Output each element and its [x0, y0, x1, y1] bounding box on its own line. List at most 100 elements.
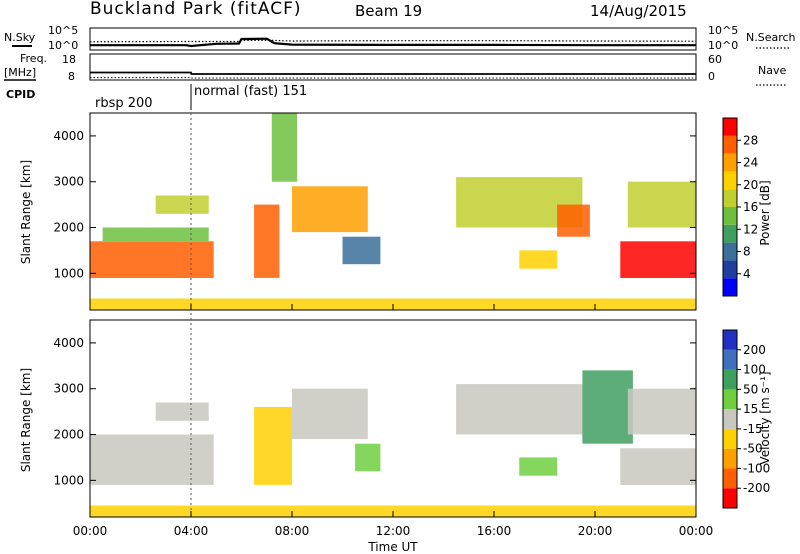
noise-tick-right-top: 10^5 — [708, 24, 738, 37]
power-colorbar-label: Power [dB] — [758, 180, 772, 245]
velocity-region-1 — [155, 402, 209, 421]
freq-label-line2: [MHz] — [4, 66, 36, 79]
noise-sky-label: N.Sky — [4, 31, 36, 44]
power-region-9 — [519, 250, 558, 269]
power-region-8 — [557, 204, 590, 237]
power-colorbar-swatch-0 — [723, 278, 737, 296]
velocity-region-4 — [355, 443, 381, 472]
power-ylabel: Slant Range [km] — [19, 160, 33, 264]
velocity-ylabel: Slant Range [km] — [19, 368, 33, 472]
velocity-region-0 — [90, 434, 214, 485]
velocity-y-ticks: 1000 2000 3000 4000 — [53, 336, 696, 487]
velocity-region-6 — [519, 457, 558, 476]
power-region-2 — [155, 195, 209, 214]
velocity-colorbar-tick-label-6: -100 — [743, 461, 770, 475]
noise-tick-right-bottom: 10^0 — [708, 39, 738, 52]
power-region-11 — [627, 181, 696, 228]
cpid-segment-rbsp: rbsp 200 — [95, 96, 153, 111]
velocity-ytick-label-2: 3000 — [53, 382, 84, 396]
x-axis-label: Time UT — [367, 540, 418, 554]
power-colorbar-tick-label-0: 28 — [743, 133, 758, 147]
velocity-colorbar-swatch-2 — [723, 448, 737, 469]
nave-label: Nave — [758, 64, 786, 77]
velocity-region-9 — [627, 388, 696, 435]
power-colorbar-tick-label-2: 20 — [743, 178, 758, 192]
power-ytick-label-3: 4000 — [53, 129, 84, 143]
velocity-ytick-label-3: 4000 — [53, 336, 84, 350]
power-ytick-label-1: 2000 — [53, 221, 84, 235]
velocity-region-7 — [582, 370, 633, 444]
velocity-colorbar-swatch-1 — [723, 468, 737, 489]
power-region-6 — [342, 236, 381, 265]
x-tick-label-6: 00:00 — [679, 524, 714, 538]
power-colorbar-swatch-9 — [723, 118, 737, 136]
velocity-colorbar: 200 100 50 15 -15 -50 -100 -200 — [722, 329, 770, 509]
velocity-ytick-label-1: 2000 — [53, 428, 84, 442]
velocity-colorbar-swatch-5 — [723, 389, 737, 410]
power-colorbar-swatch-3 — [723, 224, 737, 243]
x-tick-label-0: 00:00 — [73, 524, 108, 538]
noise-sky-line — [90, 37, 696, 48]
noise-search-label: N.Search — [746, 31, 796, 44]
cpid-label: CPID — [6, 88, 35, 101]
velocity-colorbar-tick-label-2: 50 — [743, 382, 758, 396]
beam-title: Beam 19 — [355, 2, 422, 20]
noise-search-line — [89, 39, 697, 43]
noise-panel-frame — [89, 27, 697, 51]
velocity-heatmap — [90, 370, 697, 517]
power-colorbar-tick-label-6: 4 — [743, 267, 751, 281]
power-region-4 — [271, 113, 298, 182]
nave-tick-top: 60 — [708, 53, 722, 66]
velocity-region-2 — [254, 407, 292, 485]
power-colorbar-swatch-4 — [723, 207, 737, 225]
power-region-5 — [292, 186, 368, 233]
velocity-colorbar-swatch-0 — [723, 488, 737, 508]
power-colorbar-swatch-6 — [723, 171, 737, 190]
station-title: Buckland Park (fitACF) — [90, 0, 302, 19]
power-region-10 — [620, 241, 697, 278]
velocity-colorbar-label: Velocity [m s⁻¹] — [758, 371, 772, 464]
power-colorbar-swatch-7 — [723, 153, 737, 172]
velocity-colorbar-swatch-3 — [723, 428, 737, 449]
power-ytick-label-0: 1000 — [53, 266, 84, 280]
velocity-colorbar-swatch-7 — [723, 349, 737, 370]
velocity-colorbar-tick-label-5: -50 — [743, 442, 763, 456]
cpid-segment-normal: normal (fast) 151 — [194, 84, 307, 99]
velocity-colorbar-swatch-8 — [723, 330, 737, 350]
power-colorbar: 28 24 20 16 12 8 4 — [722, 117, 758, 297]
noise-tick-left-bottom: 10^0 — [48, 39, 78, 52]
freq-panel-frame — [89, 53, 697, 81]
power-region-1 — [102, 227, 209, 242]
x-tick-label-2: 08:00 — [275, 524, 310, 538]
velocity-colorbar-tick-label-0: 200 — [743, 343, 766, 357]
power-colorbar-tick-label-3: 16 — [743, 200, 758, 214]
x-tick-label-4: 16:00 — [477, 524, 512, 538]
freq-label-line1: Freq. — [20, 52, 47, 65]
date-title: 14/Aug/2015 — [590, 2, 687, 20]
x-tick-label-3: 12:00 — [376, 524, 411, 538]
nave-tick-bottom: 0 — [708, 70, 715, 83]
velocity-colorbar-swatch-6 — [723, 369, 737, 390]
power-colorbar-swatch-2 — [723, 242, 737, 261]
velocity-ytick-label-0: 1000 — [53, 473, 84, 487]
power-y-ticks: 1000 2000 3000 4000 — [53, 129, 696, 280]
power-colorbar-swatch-8 — [723, 135, 737, 154]
power-region-3 — [254, 204, 280, 278]
velocity-colorbar-swatch-4 — [723, 409, 737, 429]
power-ytick-label-2: 3000 — [53, 175, 84, 189]
velocity-colorbar-frame — [722, 329, 738, 509]
velocity-colorbar-tick-label-7: -200 — [743, 481, 770, 495]
power-region-0 — [90, 241, 214, 278]
power-colorbar-swatch-5 — [723, 189, 737, 207]
velocity-colorbar-tick-label-3: 15 — [743, 402, 758, 416]
noise-tick-left-top: 10^5 — [48, 24, 78, 37]
power-colorbar-tick-label-5: 8 — [743, 245, 751, 259]
power-colorbar-tick-label-4: 12 — [743, 222, 758, 236]
power-colorbar-swatch-1 — [723, 260, 737, 279]
x-tick-label-1: 04:00 — [174, 524, 209, 538]
x-tick-label-5: 20:00 — [578, 524, 613, 538]
velocity-region-5 — [456, 384, 583, 435]
freq-tick-top: 18 — [62, 53, 76, 66]
velocity-colorbar-tick-label-4: -15 — [743, 422, 763, 436]
